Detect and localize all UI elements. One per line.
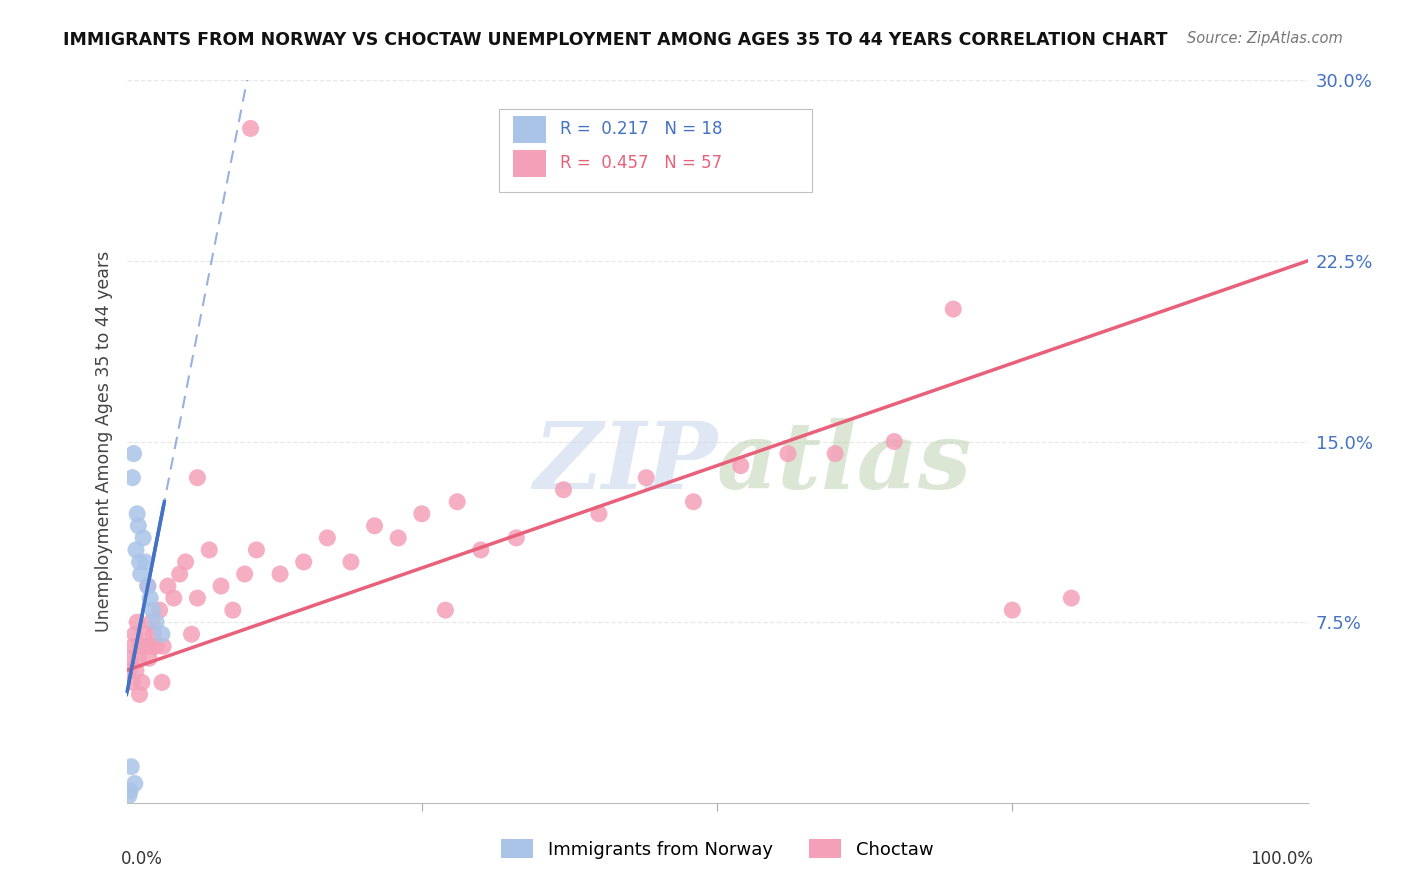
FancyBboxPatch shape xyxy=(513,150,546,178)
Point xyxy=(1060,591,1083,606)
Point xyxy=(128,687,150,701)
Point xyxy=(136,579,159,593)
Point xyxy=(239,121,262,136)
Point xyxy=(636,471,658,485)
Text: 0.0%: 0.0% xyxy=(121,850,163,868)
Point xyxy=(505,531,527,545)
Point xyxy=(411,507,433,521)
Point xyxy=(434,603,457,617)
Point xyxy=(121,471,143,485)
Point xyxy=(127,651,149,665)
Legend: Immigrants from Norway, Choctaw: Immigrants from Norway, Choctaw xyxy=(494,832,941,866)
FancyBboxPatch shape xyxy=(499,109,811,193)
Point xyxy=(141,615,163,630)
Point xyxy=(136,579,159,593)
Point xyxy=(125,542,148,557)
Point xyxy=(138,651,160,665)
Point xyxy=(222,603,245,617)
Point xyxy=(233,567,256,582)
Point xyxy=(120,651,142,665)
Y-axis label: Unemployment Among Ages 35 to 44 years: Unemployment Among Ages 35 to 44 years xyxy=(94,251,112,632)
Point xyxy=(129,567,152,582)
Point xyxy=(180,627,202,641)
Text: atlas: atlas xyxy=(717,418,973,508)
Point xyxy=(127,507,149,521)
Point xyxy=(824,446,846,460)
Point xyxy=(340,555,363,569)
Point xyxy=(245,542,267,557)
Point xyxy=(132,531,155,545)
Point xyxy=(142,627,165,641)
Point xyxy=(152,639,174,653)
Point xyxy=(553,483,575,497)
Point xyxy=(121,675,143,690)
Point xyxy=(269,567,291,582)
Point xyxy=(292,555,315,569)
Point xyxy=(776,446,799,460)
Point xyxy=(124,627,146,641)
Point xyxy=(156,579,179,593)
Point xyxy=(942,301,965,317)
Point xyxy=(186,471,208,485)
Text: Source: ZipAtlas.com: Source: ZipAtlas.com xyxy=(1187,31,1343,46)
Point xyxy=(141,639,163,653)
Text: R =  0.217   N = 18: R = 0.217 N = 18 xyxy=(560,120,723,138)
Point xyxy=(149,603,172,617)
Point xyxy=(145,615,167,630)
Point xyxy=(120,784,142,798)
Point xyxy=(446,494,468,508)
Point xyxy=(198,542,221,557)
Point xyxy=(588,507,610,521)
Point xyxy=(129,639,152,653)
Point xyxy=(139,591,162,606)
Point xyxy=(883,434,905,449)
Text: R =  0.457   N = 57: R = 0.457 N = 57 xyxy=(560,154,723,172)
Point xyxy=(316,531,339,545)
Point xyxy=(163,591,186,606)
Point xyxy=(141,603,163,617)
Point xyxy=(127,519,149,533)
Point xyxy=(730,458,752,473)
Point xyxy=(682,494,704,508)
Point xyxy=(127,615,149,630)
Point xyxy=(174,555,197,569)
Point xyxy=(124,776,146,790)
Point xyxy=(145,639,167,653)
Point xyxy=(150,675,173,690)
Point xyxy=(122,446,145,460)
Text: 100.0%: 100.0% xyxy=(1250,850,1313,868)
Point xyxy=(120,760,142,774)
Point xyxy=(363,519,385,533)
Point xyxy=(128,555,150,569)
Point xyxy=(135,639,157,653)
Point xyxy=(122,639,145,653)
Point xyxy=(134,627,156,641)
Point xyxy=(118,664,141,678)
Point xyxy=(150,627,173,641)
Point xyxy=(470,542,492,557)
Point xyxy=(134,555,156,569)
Point xyxy=(209,579,232,593)
Point xyxy=(118,789,141,803)
Text: ZIP: ZIP xyxy=(533,418,717,508)
FancyBboxPatch shape xyxy=(513,116,546,143)
Point xyxy=(387,531,409,545)
Point xyxy=(186,591,208,606)
Point xyxy=(125,664,148,678)
Point xyxy=(1001,603,1024,617)
Point xyxy=(131,675,153,690)
Text: IMMIGRANTS FROM NORWAY VS CHOCTAW UNEMPLOYMENT AMONG AGES 35 TO 44 YEARS CORRELA: IMMIGRANTS FROM NORWAY VS CHOCTAW UNEMPL… xyxy=(63,31,1168,49)
Point xyxy=(169,567,191,582)
